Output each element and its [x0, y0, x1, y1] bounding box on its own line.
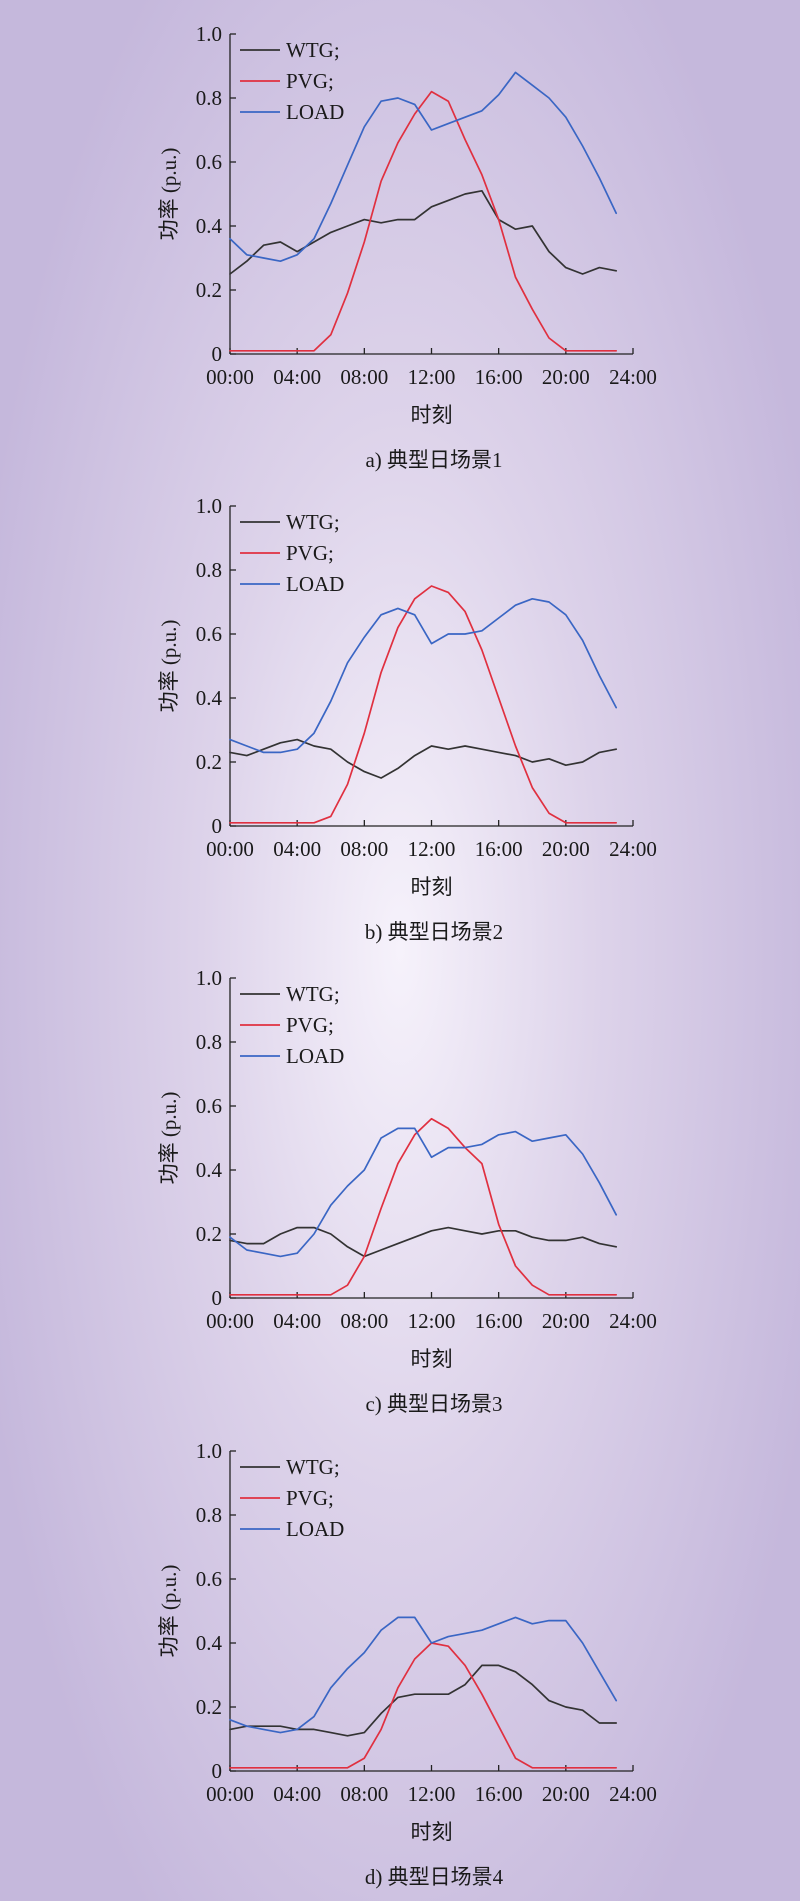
- legend-label: PVG;: [286, 69, 334, 93]
- x-tick-label: 00:00: [206, 1309, 254, 1333]
- x-tick-label: 00:00: [206, 365, 254, 389]
- series-line-load: [229, 71, 618, 263]
- y-tick-label: 0: [212, 1759, 223, 1783]
- x-tick-label: 12:00: [408, 1309, 456, 1333]
- y-tick-label: 0.6: [196, 622, 222, 646]
- y-tick-label: 0.4: [196, 214, 223, 238]
- series-line-pvg: [229, 585, 618, 824]
- series-line-wtg: [229, 1664, 618, 1737]
- series-line-load: [229, 597, 618, 754]
- legend-label: LOAD: [286, 100, 344, 124]
- x-tick-label: 16:00: [475, 1309, 523, 1333]
- legend-label: LOAD: [286, 572, 344, 596]
- series-line-pvg: [229, 90, 618, 352]
- chart-caption: c) 典型日场景3: [365, 1392, 502, 1416]
- y-axis-label: 功率 (p.u.): [157, 1092, 181, 1185]
- y-tick-label: 0: [212, 342, 223, 366]
- x-tick-label: 12:00: [408, 365, 456, 389]
- y-tick-label: 0.2: [196, 750, 222, 774]
- x-tick-label: 04:00: [273, 1782, 321, 1806]
- y-tick-label: 0.6: [196, 1567, 222, 1591]
- x-axis-label: 时刻: [411, 403, 453, 427]
- y-tick-label: 0.8: [196, 1503, 222, 1527]
- x-tick-label: 04:00: [273, 1309, 321, 1333]
- legend-label: PVG;: [286, 1013, 334, 1037]
- x-tick-label: 24:00: [609, 1309, 657, 1333]
- series-line-wtg: [229, 738, 618, 779]
- chart-2: 0 0.2 0.4 0.6 0.8 1.0 00:00 04:00 08:00 12:00 16:0…: [157, 494, 657, 944]
- x-axis-label: 时刻: [411, 875, 453, 899]
- y-tick-label: 0.4: [196, 1158, 223, 1182]
- y-tick-label: 1.0: [196, 966, 222, 990]
- x-tick-label: 08:00: [340, 837, 388, 861]
- y-axis-label: 功率 (p.u.): [157, 1565, 181, 1658]
- y-tick-label: 0.8: [196, 86, 222, 110]
- x-axis-label: 时刻: [411, 1347, 453, 1371]
- y-tick-label: 1.0: [196, 1439, 222, 1463]
- y-tick-label: 0.2: [196, 1222, 222, 1246]
- y-axis-label: 功率 (p.u.): [157, 148, 181, 241]
- x-tick-label: 04:00: [273, 837, 321, 861]
- series-line-wtg: [229, 189, 618, 275]
- x-tick-label: 16:00: [475, 1782, 523, 1806]
- legend-label: WTG;: [286, 38, 340, 62]
- x-tick-label: 20:00: [542, 837, 590, 861]
- legend-label: PVG;: [286, 1486, 334, 1510]
- x-tick-label: 08:00: [340, 1309, 388, 1333]
- x-tick-label: 20:00: [542, 1309, 590, 1333]
- series-line-pvg: [229, 1117, 618, 1296]
- x-tick-label: 12:00: [408, 1782, 456, 1806]
- x-tick-label: 20:00: [542, 1782, 590, 1806]
- x-tick-label: 24:00: [609, 837, 657, 861]
- x-tick-label: 08:00: [340, 365, 388, 389]
- chart-caption: b) 典型日场景2: [365, 920, 503, 944]
- x-tick-label: 24:00: [609, 365, 657, 389]
- y-tick-label: 0.2: [196, 1695, 222, 1719]
- y-tick-label: 0.8: [196, 558, 222, 582]
- legend-label: WTG;: [286, 982, 340, 1006]
- chart-3: 0 0.2 0.4 0.6 0.8 1.0 00:00 04:00 08:00 12:00 16:0…: [157, 966, 657, 1416]
- y-axis-label: 功率 (p.u.): [157, 620, 181, 713]
- y-tick-label: 0.6: [196, 150, 222, 174]
- x-tick-label: 00:00: [206, 837, 254, 861]
- legend-label: PVG;: [286, 541, 334, 565]
- x-tick-label: 24:00: [609, 1782, 657, 1806]
- x-axis-label: 时刻: [411, 1820, 453, 1844]
- y-tick-label: 0.8: [196, 1030, 222, 1054]
- y-tick-label: 0: [212, 1286, 223, 1310]
- y-tick-label: 1.0: [196, 22, 222, 46]
- chart-4: 0 0.2 0.4 0.6 0.8 1.0 00:00 04:00 08:00 12:00 16:0…: [157, 1439, 657, 1889]
- x-tick-label: 08:00: [340, 1782, 388, 1806]
- legend-label: LOAD: [286, 1044, 344, 1068]
- series-line-wtg: [229, 1226, 618, 1258]
- y-tick-label: 0.2: [196, 278, 222, 302]
- x-tick-label: 20:00: [542, 365, 590, 389]
- x-tick-label: 00:00: [206, 1782, 254, 1806]
- y-tick-label: 0.6: [196, 1094, 222, 1118]
- series-line-pvg: [229, 1642, 618, 1769]
- chart-caption: a) 典型日场景1: [365, 448, 502, 472]
- y-tick-label: 0.4: [196, 1631, 223, 1655]
- y-tick-label: 0.4: [196, 686, 223, 710]
- series-line-load: [229, 1127, 618, 1258]
- y-tick-label: 1.0: [196, 494, 222, 518]
- legend-label: LOAD: [286, 1517, 344, 1541]
- y-tick-label: 0: [212, 814, 223, 838]
- legend-label: WTG;: [286, 510, 340, 534]
- chart-1: 0 0.2 0.4 0.6 0.8 1.0 00:00 04:00 08:00 12:00 16:0…: [157, 22, 657, 472]
- x-tick-label: 16:00: [475, 837, 523, 861]
- x-tick-label: 16:00: [475, 365, 523, 389]
- series-line-load: [229, 1616, 618, 1734]
- chart-caption: d) 典型日场景4: [365, 1865, 504, 1889]
- x-tick-label: 04:00: [273, 365, 321, 389]
- legend-label: WTG;: [286, 1455, 340, 1479]
- x-tick-label: 12:00: [408, 837, 456, 861]
